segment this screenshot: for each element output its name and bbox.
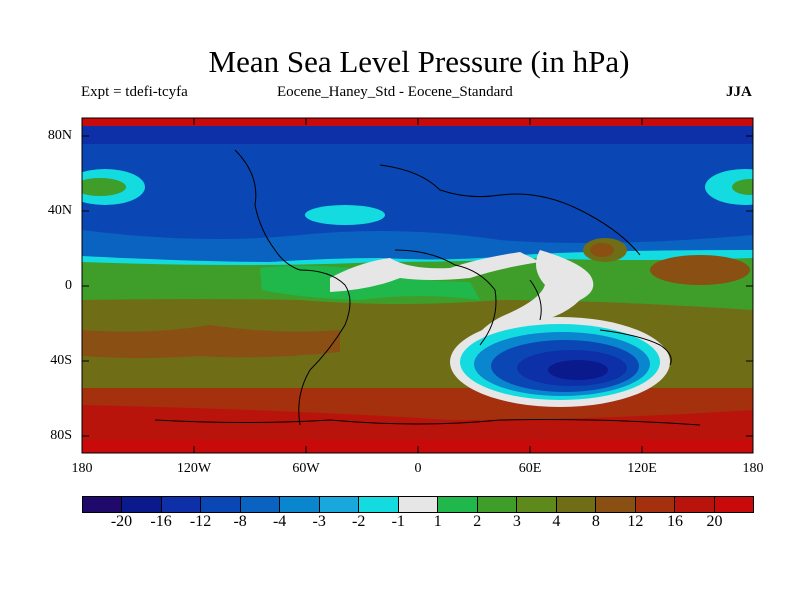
season-label: JJA <box>726 84 752 100</box>
colorbar-swatch <box>714 497 753 512</box>
colorbar-label: -20 <box>110 513 133 530</box>
neutral-band <box>455 250 594 375</box>
colorbar-label: -16 <box>150 513 172 530</box>
x-tick-label: 180 <box>71 461 93 476</box>
colorbar-swatch <box>240 497 281 512</box>
colorbar-swatch <box>635 497 676 512</box>
colorbar-swatch <box>477 497 518 512</box>
colorbar-swatch <box>319 497 360 512</box>
colorbar-swatch <box>675 497 715 512</box>
colorbar-label: 16 <box>666 513 683 530</box>
x-tick-label: 120W <box>176 461 212 476</box>
colorbar-label: 4 <box>552 513 561 530</box>
colorbar-swatch <box>122 497 162 512</box>
contour-fill <box>82 118 753 453</box>
colorbar-label: 8 <box>591 513 600 530</box>
y-tick-label: 40N <box>47 203 72 218</box>
x-tick-label: 60E <box>518 461 542 476</box>
colorbar-swatch <box>517 497 557 512</box>
y-tick-label: 80N <box>47 128 72 143</box>
y-tick-label: 80S <box>50 428 72 443</box>
colorbar-swatch <box>201 497 241 512</box>
colorbar-label: -12 <box>189 513 212 530</box>
coastlines <box>154 149 701 426</box>
y-tick-label: 0 <box>65 278 72 293</box>
colorbar-label: -1 <box>391 513 405 530</box>
colorbar-swatch <box>161 497 202 512</box>
colorbar-label: -3 <box>312 513 326 530</box>
colorbar-swatch <box>280 497 320 512</box>
axis-ticks <box>82 118 753 453</box>
colorbar-swatch <box>83 497 123 512</box>
colorbar-label: 20 <box>706 513 723 530</box>
colorbar-swatch <box>556 497 597 512</box>
colorbar-swatch <box>438 497 478 512</box>
x-tick-label: 120E <box>627 461 657 476</box>
x-tick-label: 180 <box>742 461 764 476</box>
colorbar <box>82 496 754 513</box>
colorbar-label: 12 <box>627 513 644 530</box>
x-tick-label: 60W <box>292 461 320 476</box>
northern-low-region <box>82 144 753 263</box>
y-tick-label: 40S <box>50 353 72 368</box>
colorbar-label: 2 <box>473 513 482 530</box>
colorbar-label: -4 <box>272 513 287 530</box>
colorbar-swatch <box>359 497 399 512</box>
colorbar-label: -8 <box>233 513 247 530</box>
x-tick-label: 0 <box>414 461 422 476</box>
colorbar-label: 3 <box>512 513 521 530</box>
map-title: Mean Sea Level Pressure (in hPa) <box>208 44 630 79</box>
experiment-label: Expt = tdefi-tcyfa <box>81 84 188 100</box>
experiment-comparison-label: Eocene_Haney_Std - Eocene_Standard <box>277 84 513 100</box>
colorbar-swatch <box>398 497 439 512</box>
colorbar-label: 1 <box>433 513 442 530</box>
colorbar-swatch <box>596 497 636 512</box>
colorbar-label: -2 <box>352 513 366 530</box>
